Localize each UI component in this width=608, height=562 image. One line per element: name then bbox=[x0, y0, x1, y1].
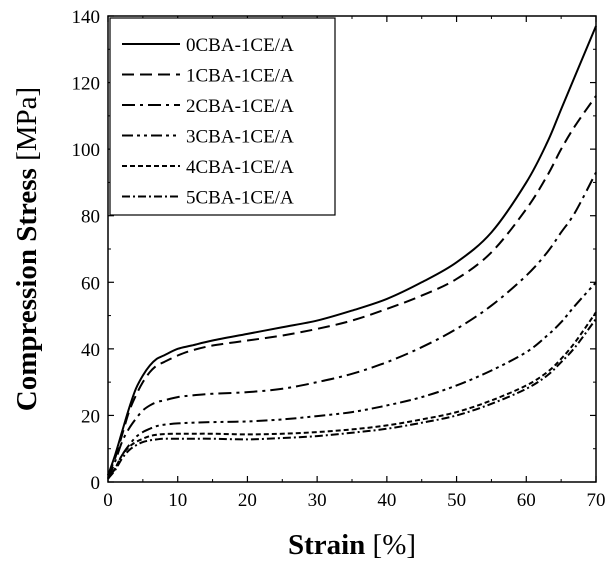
x-axis-title: Strain [%] bbox=[288, 529, 416, 561]
legend-label: 4CBA-1CE/A bbox=[186, 157, 294, 178]
y-tick-label: 20 bbox=[81, 406, 100, 427]
x-tick-label: 30 bbox=[308, 490, 327, 511]
legend: 0CBA-1CE/A 1CBA-1CE/A 2CBA-1CE/A 3CBA-1CE/A… bbox=[109, 17, 336, 216]
x-tick-label: 20 bbox=[238, 490, 257, 511]
series-line-1cba-1ce-a bbox=[107, 95, 597, 476]
legend-label: 2CBA-1CE/A bbox=[186, 96, 294, 117]
y-tick-label: 120 bbox=[72, 74, 101, 95]
x-tick-label: 10 bbox=[168, 490, 187, 511]
x-axis-title-unit: [%] bbox=[365, 529, 416, 561]
y-axis-title: Compression Stress [MPa] bbox=[11, 87, 43, 411]
x-tick-label: 0 bbox=[103, 490, 113, 511]
x-tick-label: 60 bbox=[517, 490, 536, 511]
x-axis-ticks: 0 10 20 30 40 50 60 70 bbox=[103, 16, 606, 511]
y-tick-label: 100 bbox=[72, 140, 101, 161]
x-tick-label: 70 bbox=[587, 490, 606, 511]
y-axis-ticks: 0 20 40 60 80 100 120 140 bbox=[72, 7, 596, 494]
series-layer bbox=[107, 25, 597, 480]
series-line-2cba-1ce-a bbox=[107, 171, 597, 480]
y-axis-title-main: Compression Stress bbox=[11, 168, 43, 411]
legend-label: 5CBA-1CE/A bbox=[186, 188, 294, 209]
series-line-0cba-1ce-a bbox=[107, 25, 597, 476]
legend-label: 1CBA-1CE/A bbox=[186, 66, 294, 87]
legend-label: 3CBA-1CE/A bbox=[186, 127, 294, 148]
y-tick-label: 60 bbox=[81, 273, 100, 294]
y-axis-title-unit: [MPa] bbox=[11, 87, 43, 168]
y-tick-label: 40 bbox=[81, 340, 100, 361]
x-tick-label: 40 bbox=[377, 490, 396, 511]
y-tick-label: 0 bbox=[91, 473, 101, 494]
legend-box bbox=[109, 17, 336, 216]
legend-label: 0CBA-1CE/A bbox=[186, 35, 294, 56]
x-tick-label: 50 bbox=[447, 490, 466, 511]
y-tick-label: 140 bbox=[72, 7, 101, 28]
x-axis-title-main: Strain bbox=[288, 529, 365, 561]
series-line-5cba-1ce-a bbox=[107, 318, 597, 480]
y-tick-label: 80 bbox=[81, 207, 100, 228]
